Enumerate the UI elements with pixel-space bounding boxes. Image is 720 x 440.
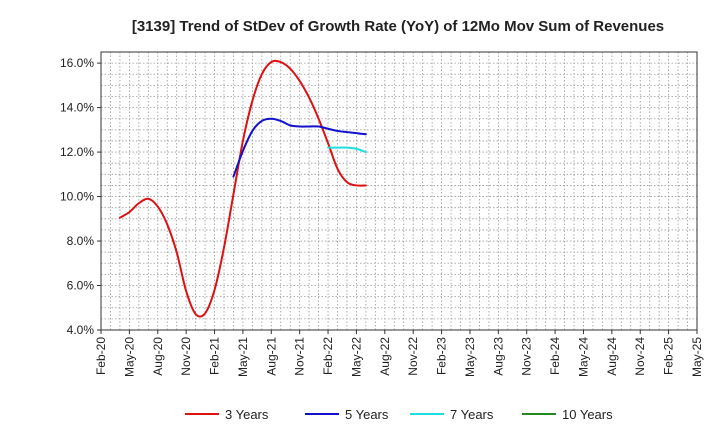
series-line-3-years [118,59,367,318]
x-tick-label: Aug-23 [491,337,505,376]
x-tick-label: Aug-20 [151,337,165,376]
x-tick-label: Nov-20 [179,337,193,376]
legend: 3 Years 5 Years 7 Years 10 Years [185,407,613,422]
x-tick-label: Nov-21 [293,337,307,376]
legend-label-10-years: 10 Years [562,407,613,422]
y-tick-label: 12.0% [60,145,94,159]
x-tick-label: Nov-24 [633,337,647,376]
x-tick-label: Nov-22 [406,337,420,376]
x-tick-label: Aug-21 [264,337,278,376]
x-tick-label: Feb-22 [321,337,335,375]
x-tick-label: Feb-24 [548,337,562,375]
y-tick-label: 6.0% [67,279,95,293]
x-tick-label: Nov-23 [520,337,534,376]
x-tick-label: Feb-21 [208,337,222,375]
x-tick-label: Aug-24 [605,337,619,376]
y-tick-label: 14.0% [60,101,94,115]
x-tick-label: Feb-20 [94,337,108,375]
x-tick-label: May-22 [349,337,363,377]
y-tick-label: 4.0% [67,323,95,337]
x-tick-label: May-20 [122,337,136,377]
series-line-5-years [232,117,367,178]
series-line-7-years [327,146,367,154]
x-tick-label: May-24 [576,337,590,377]
x-tick-label: May-21 [236,337,250,377]
legend-item-3-years: 3 Years [185,407,269,422]
chart-title: [3139] Trend of StDev of Growth Rate (Yo… [132,18,664,35]
y-tick-label: 8.0% [67,234,95,248]
y-tick-label: 16.0% [60,56,94,70]
x-tick-label: Feb-23 [435,337,449,375]
legend-label-3-years: 3 Years [225,407,269,422]
legend-label-5-years: 5 Years [345,407,389,422]
x-tick-label: Aug-22 [378,337,392,376]
y-tick-label: 10.0% [60,190,94,204]
legend-item-7-years: 7 Years [410,407,494,422]
x-tick-label: Feb-25 [662,337,676,375]
legend-label-7-years: 7 Years [450,407,494,422]
x-tick-label: May-25 [690,337,704,377]
x-tick-label: May-23 [463,337,477,377]
legend-item-10-years: 10 Years [522,407,613,422]
legend-item-5-years: 5 Years [305,407,389,422]
plot-area: 4.0% 6.0% 8.0% 10.0% 12.0% 14.0% 16.0% Feb-20 Ma… [60,51,704,377]
plot-frame [100,51,698,331]
